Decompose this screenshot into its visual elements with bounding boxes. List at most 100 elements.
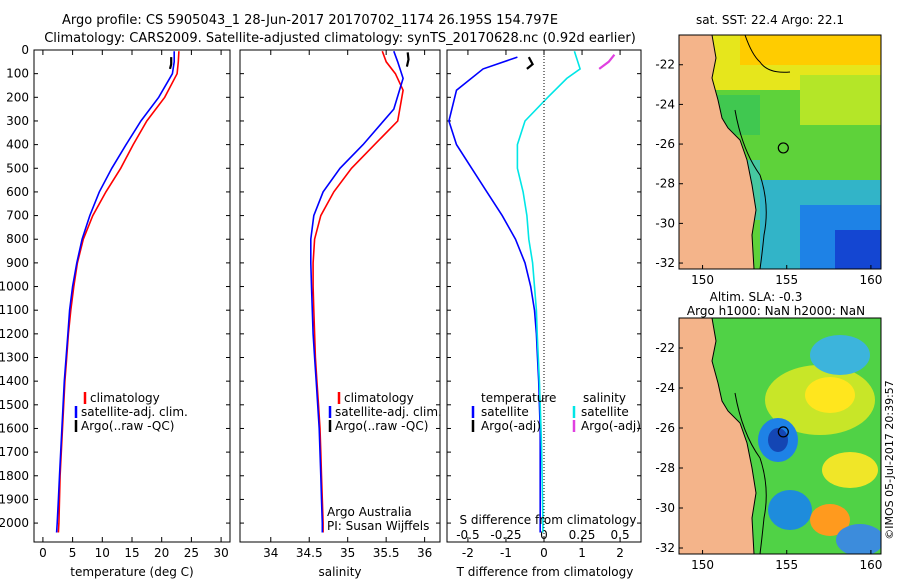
- x-tick-label: 34.5: [296, 546, 323, 560]
- depth-tick-label: 800: [6, 232, 29, 246]
- map-x-tick-label: 160: [859, 558, 882, 572]
- depth-tick-label: 1000: [0, 280, 29, 294]
- x-tick-label: 10: [95, 546, 110, 560]
- depth-tick-label: 400: [6, 138, 29, 152]
- legend-title-salinity: salinity: [583, 391, 626, 405]
- depth-tick-label: 900: [6, 256, 29, 270]
- x-tick-label: 35: [340, 546, 355, 560]
- sst-map-title: sat. SST: 22.4 Argo: 22.1: [696, 13, 844, 27]
- x-tick-label: 36: [417, 546, 432, 560]
- temperature-axis-ticks: 0 5 10 15 20 25 30: [34, 49, 230, 560]
- series-line-temperature-satellite: [448, 56, 542, 533]
- s-tick-label: -0.5: [456, 528, 479, 542]
- map-x-tick-label: 160: [859, 273, 882, 287]
- series-line-salinity-argo-adj-: [598, 54, 616, 70]
- depth-tick-label: 1600: [0, 421, 29, 435]
- salinity-xlabel: salinity: [318, 565, 361, 579]
- difference-top-label: S difference from climatology: [460, 513, 637, 527]
- s-tick-label: -0.25: [490, 528, 521, 542]
- land-mass-australia: [679, 35, 756, 269]
- coastline: [711, 35, 757, 269]
- legend-label: climatology: [344, 391, 414, 405]
- s-tick-label: 0.25: [569, 528, 596, 542]
- series-line-argo-raw-qc-: [168, 57, 173, 70]
- x-tick-label: 5: [69, 546, 77, 560]
- legend-label: satellite: [581, 405, 629, 419]
- temperature-legend: climatology satellite-adj. clim. Argo(..…: [74, 391, 188, 433]
- salinity-axis-ticks: 34 34.5 35 35.5 36: [240, 49, 440, 560]
- salinity-series: [309, 50, 410, 533]
- s-tick-label: 0.5: [611, 528, 630, 542]
- legend-label: Argo(..raw -QC): [335, 419, 428, 433]
- temperature-series: [55, 51, 180, 533]
- salinity-legend: climatology satellite-adj. clim. Argo(..…: [328, 391, 442, 433]
- difference-xlabel: T difference from climatology: [456, 565, 634, 579]
- coastline: [711, 318, 757, 554]
- depth-tick-label: 200: [6, 90, 29, 104]
- depth-tick-label: 1100: [0, 303, 29, 317]
- x-tick-label: 0: [39, 546, 47, 560]
- map-y-tick-label: -22: [655, 58, 675, 72]
- map-y-tick-label: -26: [655, 137, 675, 151]
- map-y-tick-label: -30: [655, 216, 675, 230]
- sst-map-field: [679, 35, 881, 269]
- sla-map-ticks: 150 155 160 -22 -24 -26 -28 -30 -32: [655, 341, 882, 572]
- bathymetry-contour: [734, 109, 767, 269]
- depth-tick-label: 1700: [0, 445, 29, 459]
- difference-series: [448, 50, 616, 533]
- map-x-tick-label: 150: [691, 273, 714, 287]
- bathymetry-contour: [734, 392, 767, 554]
- depth-tick-label: 1400: [0, 374, 29, 388]
- legend-label: Argo(-adj): [481, 419, 541, 433]
- x-tick-label: 1: [578, 546, 586, 560]
- x-tick-label: 2: [616, 546, 624, 560]
- x-tick-label: 15: [124, 546, 139, 560]
- legend-label: satellite-adj. clim.: [335, 405, 442, 419]
- depth-axis-ticks: 0 100 200 300 400 500 600 700 800 900 1000 1100 1200…: [0, 43, 29, 530]
- s-tick-label: 0: [540, 528, 548, 542]
- x-tick-label: 30: [213, 546, 228, 560]
- credit-line-2: PI: Susan Wijffels: [327, 519, 429, 533]
- legend-label: satellite: [481, 405, 529, 419]
- legend-label: Argo(-adj): [581, 419, 641, 433]
- map-y-tick-label: -28: [655, 461, 675, 475]
- series-line-satellite-adj-clim-: [309, 50, 404, 533]
- map-y-tick-label: -24: [655, 381, 675, 395]
- depth-tick-label: 1200: [0, 327, 29, 341]
- imos-timestamp: ©IMOS 05-Jul-2017 20:39:57: [883, 380, 896, 540]
- x-tick-label: 20: [154, 546, 169, 560]
- land-mass-australia: [679, 318, 756, 554]
- x-tick-label: -1: [500, 546, 512, 560]
- map-y-tick-label: -32: [655, 541, 675, 555]
- series-line-salinity-satellite: [516, 50, 582, 533]
- depth-tick-label: 1800: [0, 469, 29, 483]
- sst-map-frame: [678, 34, 882, 270]
- header-line-2: Climatology: CARS2009. Satellite-adjuste…: [44, 31, 636, 46]
- legend-label: Argo(..raw -QC): [81, 419, 174, 433]
- difference-legend: temperature salinity satellite Argo(-adj…: [471, 391, 641, 433]
- x-tick-label: 0: [540, 546, 548, 560]
- x-tick-label: 35.5: [373, 546, 400, 560]
- depth-tick-label: 2000: [0, 516, 29, 530]
- sla-map-title-2: Argo h1000: NaN h2000: NaN: [687, 304, 865, 318]
- series-line-argo-raw-qc-: [405, 52, 410, 67]
- x-tick-label: 25: [184, 546, 199, 560]
- map-y-tick-label: -26: [655, 421, 675, 435]
- header-line-1: Argo profile: CS 5905043_1 28-Jun-2017 2…: [62, 13, 558, 28]
- depth-tick-label: 1500: [0, 398, 29, 412]
- sla-map-field: [679, 318, 881, 554]
- sla-map-frame: [678, 317, 882, 555]
- map-y-tick-label: -22: [655, 341, 675, 355]
- temperature-xlabel: temperature (deg C): [70, 565, 193, 579]
- map-x-tick-label: 150: [691, 558, 714, 572]
- series-line-temperature-argo-adj-: [526, 56, 534, 70]
- depth-tick-label: 1300: [0, 351, 29, 365]
- x-tick-label: -2: [462, 546, 474, 560]
- legend-label: satellite-adj. clim.: [81, 405, 188, 419]
- map-y-tick-label: -30: [655, 501, 675, 515]
- salinity-panel: [239, 49, 441, 543]
- depth-tick-label: 700: [6, 209, 29, 223]
- depth-tick-label: 500: [6, 161, 29, 175]
- bathymetry-contour-north: [744, 35, 791, 73]
